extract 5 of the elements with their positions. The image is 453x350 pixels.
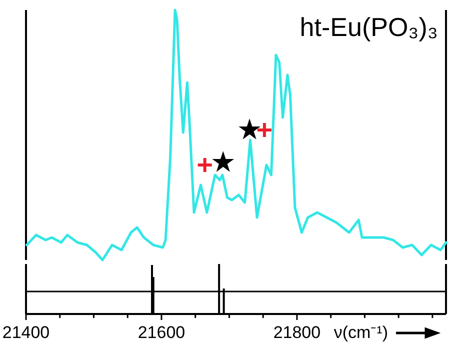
x-tick-label: 21600 — [138, 323, 186, 342]
x-tick-label: 21400 — [2, 323, 50, 342]
x-axis-title: ν(cm⁻¹) — [334, 323, 388, 342]
x-tick-label: 21800 — [273, 323, 321, 342]
chart-title: ht-Eu(PO₃)₃ — [300, 12, 438, 42]
